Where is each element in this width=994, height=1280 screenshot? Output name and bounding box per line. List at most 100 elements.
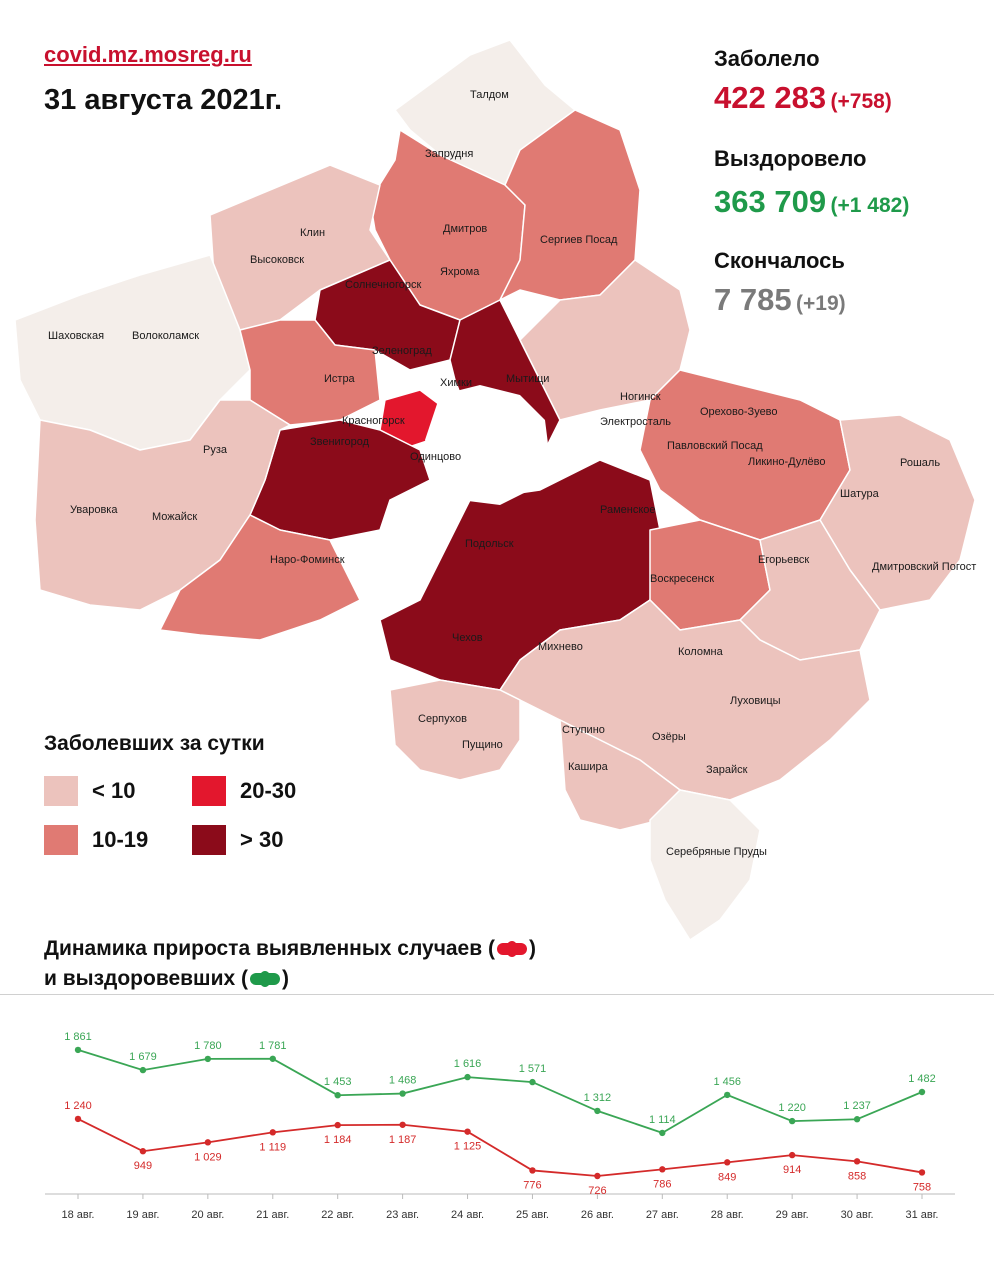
data-point [918,1169,926,1176]
town-label: Солнечногорск [345,279,421,291]
town-label: Серебряные Пруды [666,846,767,858]
green-marker-icon [249,971,280,988]
data-point [139,1066,147,1074]
district-orekhovo [639,369,851,541]
data-point [334,1121,341,1129]
data-label: 1 187 [389,1134,417,1146]
town-label: Зарайск [706,764,748,776]
x-tick-label: 27 авг. [646,1209,679,1221]
town-label: Высоковск [250,254,304,266]
data-point [334,1092,341,1099]
x-tick-label: 29 авг. [776,1209,809,1221]
town-label: Талдом [470,89,509,101]
x-tick-label: 30 авг. [841,1209,874,1221]
district-ruza [34,399,291,611]
data-point [594,1107,601,1115]
recovered-label: Выздоровело [714,146,867,171]
town-label: Наро-Фоминск [270,554,345,566]
data-point [74,1046,82,1054]
dynamics-line2: и выздоровевших ( [44,967,248,990]
legend-title: Заболевших за сутки [44,732,265,755]
town-label: Пущино [462,739,503,751]
data-label: 758 [913,1181,931,1193]
data-point [529,1078,536,1086]
data-point [269,1055,276,1062]
data-label: 1 312 [584,1092,612,1104]
town-label: Луховицы [730,695,781,707]
x-tick-label: 19 авг. [126,1209,159,1221]
legend-label-gt30: > 30 [240,827,284,852]
legend-swatch-10-19 [44,825,78,855]
data-point [659,1129,666,1137]
data-point [74,1115,82,1123]
town-label: Можайск [152,511,197,523]
data-label: 1 780 [194,1040,222,1052]
report-date: 31 августа 2021г. [44,84,283,116]
data-label: 1 114 [649,1114,676,1126]
district-istra [239,319,381,426]
recovered-row: 363 709 (+1 482) [714,184,909,220]
x-tick-label: 18 авг. [62,1209,95,1221]
dynamics-line1: Динамика прироста выявленных случаев ( [44,937,495,960]
x-tick-label: 20 авг. [191,1209,224,1221]
data-label: 1 125 [454,1141,482,1153]
town-label: Истра [324,373,356,385]
town-label: Кашира [568,761,609,773]
town-label: Егорьевск [758,554,809,566]
data-label: 1 616 [454,1058,482,1070]
data-point [399,1121,406,1128]
data-label: 1 029 [194,1151,222,1163]
town-label: Павловский Посад [667,440,763,452]
data-label: 914 [783,1164,801,1176]
data-point [529,1167,536,1174]
dynamics-line1-end: ) [528,937,536,960]
town-label: Руза [203,444,228,456]
series-line-1 [77,1118,923,1177]
section-divider [0,994,994,995]
town-label: Коломна [678,646,724,658]
town-label: Зеленоград [372,345,432,357]
data-point [269,1129,276,1136]
deaths-row: 7 785 (+19) [714,282,846,318]
data-point [464,1073,471,1081]
recovered-delta: (+1 482) [830,194,910,217]
x-tick-label: 25 авг. [516,1209,549,1221]
town-label: Шаховская [48,330,104,342]
town-label: Озёры [652,731,686,743]
town-label: Михнево [538,641,583,653]
data-label: 776 [523,1179,541,1191]
x-tick-label: 21 авг. [256,1209,289,1221]
legend-label-10-19: 10-19 [92,827,149,852]
town-label: Клин [300,227,325,239]
data-point [853,1116,861,1123]
district-prudy [649,789,761,941]
data-point [204,1055,212,1063]
map-town-labels: Талдом Запрудня Дмитров Яхрома Сергиев Посад… [48,89,976,858]
source-link[interactable]: covid.mz.mosreg.ru [44,42,252,67]
deaths-value: 7 785 [714,282,792,317]
x-tick-label: 23 авг. [386,1209,419,1221]
town-label: Химки [440,377,472,389]
data-point [204,1139,212,1146]
data-point [918,1088,926,1096]
data-label: 1 482 [908,1073,936,1085]
data-label: 726 [588,1185,606,1197]
dynamics-title: Динамика прироста выявленных случаев () … [44,934,536,994]
town-label: Запрудня [425,148,473,160]
town-label: Дмитровский Погост [872,561,976,573]
town-label: Электросталь [600,416,671,428]
deaths-label: Скончалось [714,248,845,273]
x-tick-label: 22 авг. [321,1209,354,1221]
infected-row: 422 283 (+758) [714,80,892,116]
data-label: 849 [718,1171,736,1183]
town-label: Красногорск [342,415,405,427]
town-label: Ступино [562,724,605,736]
data-label: 1 240 [64,1100,92,1112]
data-label: 1 679 [129,1051,157,1063]
town-label: Одинцово [410,451,461,463]
x-tick-label: 26 авг. [581,1209,614,1221]
data-label: 1 220 [778,1102,806,1114]
town-label: Шатура [840,488,880,500]
data-point [139,1148,147,1155]
x-tick-label: 28 авг. [711,1209,744,1221]
